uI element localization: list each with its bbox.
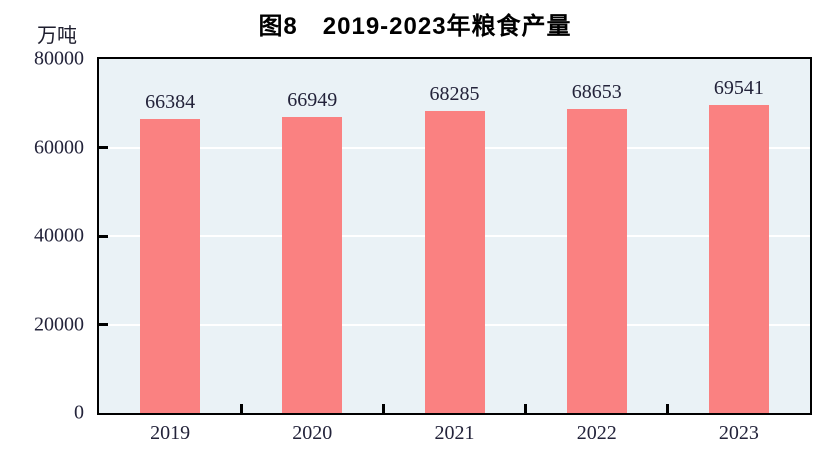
bar-2022 — [566, 109, 627, 413]
x-axis-tick-mark — [666, 404, 670, 413]
y-axis-tick-label: 40000 — [34, 224, 84, 247]
y-axis-tick-label: 80000 — [34, 47, 84, 70]
bar-2023 — [708, 105, 769, 413]
x-axis-tick-label: 2023 — [718, 422, 759, 444]
x-axis-tick-mark — [381, 404, 385, 413]
y-axis-tick-mark — [99, 146, 108, 149]
bar-2021 — [424, 110, 485, 413]
x-axis-tick-label: 2021 — [434, 422, 475, 444]
x-axis-tick-label: 2020 — [292, 422, 333, 444]
y-axis-tick-label: 20000 — [34, 313, 84, 335]
y-axis-unit-label: 万吨 — [37, 25, 77, 47]
y-axis-tick-mark — [99, 323, 108, 326]
bar-value-label: 68285 — [429, 82, 480, 105]
x-axis-tick-mark — [239, 404, 243, 413]
y-axis-tick-label: 0 — [74, 401, 84, 424]
x-axis-tick-mark — [524, 404, 528, 413]
bar-2019 — [140, 119, 201, 413]
chart-title: 图8 2019-2023年粮食产量 — [258, 13, 572, 40]
bar-value-label: 69541 — [713, 77, 764, 100]
plot-area: 66384 66949 68285 68653 69541 — [97, 57, 812, 415]
bar-value-label: 68653 — [571, 81, 622, 104]
bar-2020 — [282, 116, 343, 413]
y-axis-tick-label: 60000 — [34, 136, 84, 158]
bar-value-label: 66384 — [145, 91, 196, 114]
bar-value-label: 66949 — [287, 88, 338, 111]
x-axis-tick-label: 2019 — [150, 422, 191, 444]
y-axis-tick-mark — [99, 234, 108, 238]
x-axis-tick-label: 2022 — [576, 422, 617, 444]
